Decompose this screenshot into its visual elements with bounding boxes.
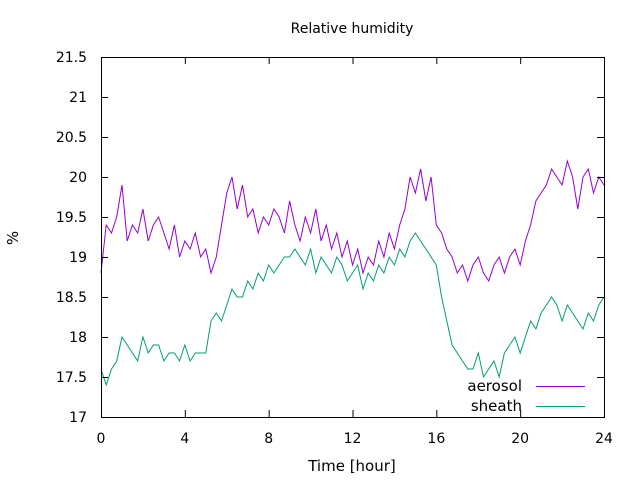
chart-title: Relative humidity [291, 21, 414, 37]
ticks-layer: 0 4 8 12 16 20 24 17 17.5 18 18.5 19 19.5 20 20.5 21 21.… [56, 50, 613, 447]
y-tick-label: 18.5 [56, 290, 87, 306]
y-tick-label: 20.5 [56, 130, 87, 146]
y-tick-label: 19.5 [56, 210, 87, 226]
x-tick-label: 0 [97, 431, 106, 447]
x-axis-label: Time [hour] [307, 457, 396, 475]
y-tick-label: 17 [69, 410, 87, 426]
series-line-sheath [100, 232, 605, 387]
y-tick-label: 21.5 [56, 50, 87, 66]
y-axis-label: % [4, 231, 22, 245]
x-tick-label: 20 [511, 431, 529, 447]
y-tick-label: 18 [69, 330, 87, 346]
y-tick-label: 17.5 [56, 370, 87, 386]
series-line-aerosol [100, 159, 605, 283]
x-tick-label: 4 [180, 431, 189, 447]
legend-label-sheath: sheath [471, 397, 522, 415]
y-tick-label: 21 [69, 90, 87, 106]
x-tick-label: 12 [344, 431, 362, 447]
series-layer [100, 159, 605, 387]
x-tick-label: 24 [595, 431, 613, 447]
y-tick-label: 20 [69, 170, 87, 186]
x-tick-label: 16 [427, 431, 445, 447]
y-tick-label: 19 [69, 250, 87, 266]
legend-label-aerosol: aerosol [467, 377, 522, 395]
legend: aerosol sheath [467, 377, 585, 415]
x-tick-label: 8 [264, 431, 273, 447]
